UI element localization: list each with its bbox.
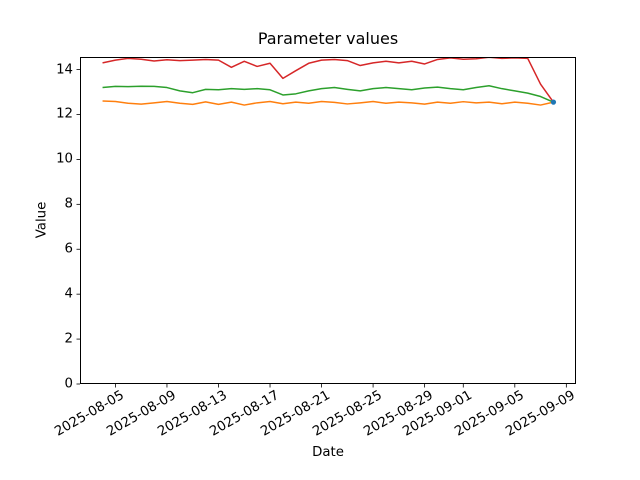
y-tick-label-4: 4 bbox=[64, 286, 73, 302]
y-tick-label-0: 0 bbox=[64, 376, 73, 392]
x-axis-label: Date bbox=[312, 445, 344, 460]
chart-title: Parameter values bbox=[257, 29, 399, 48]
axes-frame bbox=[80, 57, 576, 384]
series-1-red-line bbox=[102, 57, 555, 103]
y-axis-label: Value bbox=[34, 201, 50, 239]
y-tick-label-14: 14 bbox=[56, 62, 73, 78]
y-tick-label-10: 10 bbox=[56, 151, 73, 167]
y-tick-label-6: 6 bbox=[64, 241, 73, 257]
end-marker-dot bbox=[550, 99, 557, 105]
y-tick-label-8: 8 bbox=[64, 196, 73, 212]
y-tick-label-12: 12 bbox=[56, 106, 73, 122]
y-tick-label-2: 2 bbox=[64, 331, 73, 347]
series-3-orange-line bbox=[102, 100, 554, 106]
series-2-green-line bbox=[102, 85, 554, 103]
